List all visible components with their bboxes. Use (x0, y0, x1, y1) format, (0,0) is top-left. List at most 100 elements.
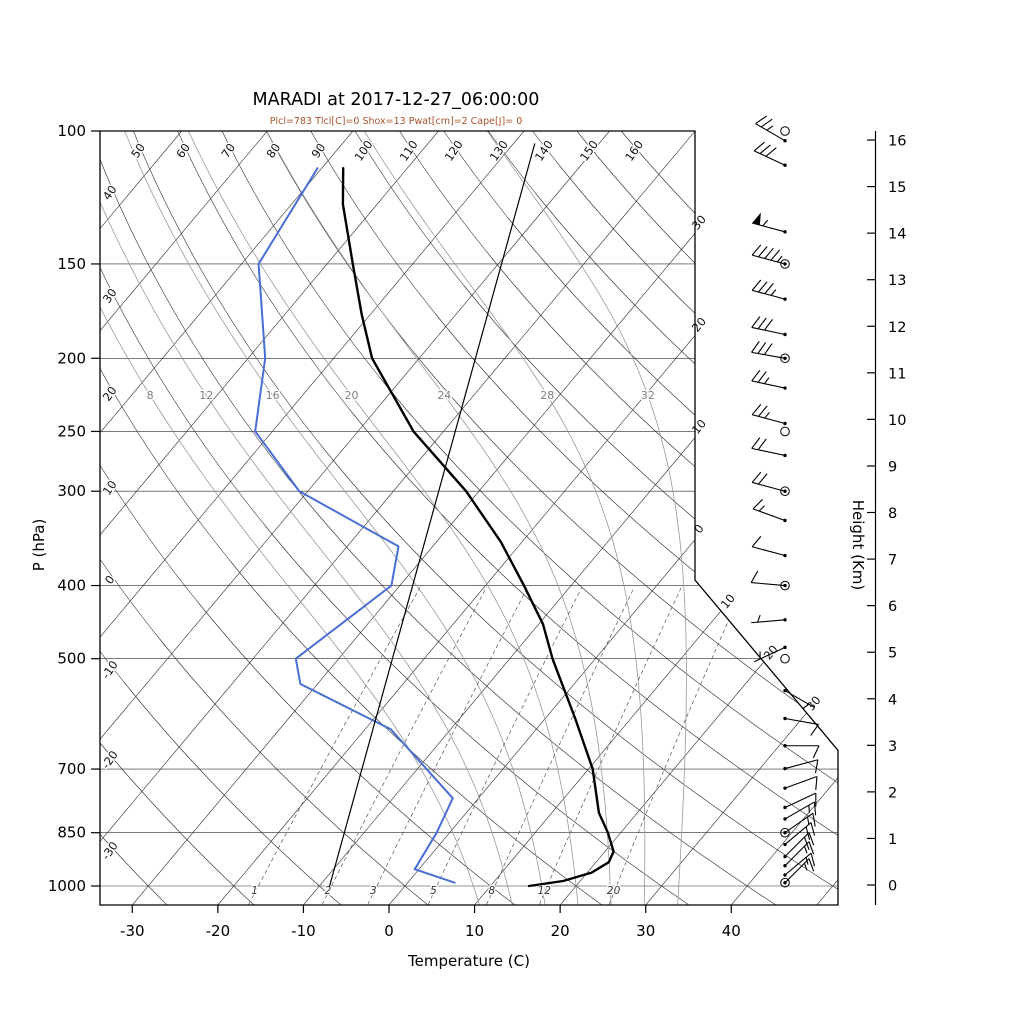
wind-barb (783, 792, 817, 810)
svg-text:140: 140 (532, 138, 556, 164)
svg-text:30: 30 (689, 212, 709, 232)
svg-text:-30: -30 (120, 922, 145, 940)
svg-text:100: 100 (57, 122, 86, 140)
temperature-trace (341, 166, 615, 888)
svg-text:1: 1 (251, 885, 258, 897)
svg-text:20: 20 (689, 314, 709, 334)
wind-level-circle (780, 426, 790, 437)
wind-barb (752, 212, 787, 234)
moist-adiabat-labels: 8 12 16 20 24 28 32 (145, 388, 656, 404)
x-axis-label: Temperature (C) (407, 952, 530, 970)
wind-barb (783, 776, 818, 791)
svg-text:13: 13 (888, 273, 906, 289)
svg-text:40: 40 (100, 183, 120, 203)
wind-barb (783, 841, 815, 868)
pressure-axis-label: P (hPa) (30, 519, 48, 572)
svg-text:12: 12 (538, 885, 552, 897)
svg-text:160: 160 (622, 138, 646, 164)
svg-text:200: 200 (57, 349, 86, 367)
chart-title: MARADI at 2017-12-27_06:00:00 (253, 90, 540, 110)
wind-barb (753, 645, 787, 663)
wind-barb (783, 716, 819, 736)
svg-text:500: 500 (57, 650, 86, 668)
wind-barb (751, 279, 787, 301)
svg-text:0: 0 (888, 879, 897, 895)
wind-level-circle (780, 353, 790, 364)
moist-adiabat-lines (100, 131, 687, 905)
chart-params-line: Plcl=783 Tlcl[C]=0 Shox=13 Pwat[cm]=2 Ca… (270, 116, 523, 127)
svg-text:120: 120 (442, 138, 466, 164)
svg-text:-10: -10 (99, 658, 121, 681)
svg-text:8: 8 (488, 885, 495, 897)
wind-barb (783, 759, 819, 774)
svg-text:9: 9 (888, 459, 897, 475)
svg-text:20: 20 (345, 389, 359, 402)
wind-level-circle (780, 486, 790, 497)
svg-text:12: 12 (888, 320, 906, 336)
svg-text:10: 10 (465, 922, 484, 940)
wind-barb (753, 141, 787, 167)
wind-barb (751, 471, 787, 493)
svg-text:300: 300 (57, 482, 86, 500)
dry-adiabat-top-labels: 50 60 70 80 90 100 110 120 130 140 150 160 (127, 136, 648, 165)
svg-text:150: 150 (577, 138, 601, 164)
svg-text:10: 10 (100, 478, 120, 498)
svg-text:30: 30 (100, 286, 120, 306)
svg-text:30: 30 (636, 922, 655, 940)
wind-barb (751, 244, 787, 266)
height-axis-label: Height (Km) (849, 500, 867, 591)
svg-text:14: 14 (888, 227, 906, 243)
wind-barb (751, 614, 787, 624)
svg-text:4: 4 (888, 692, 897, 708)
sounding-profiles (254, 143, 615, 888)
svg-text:10: 10 (888, 413, 906, 429)
wind-barb (752, 498, 787, 523)
svg-text:3: 3 (370, 885, 377, 897)
wind-barb (783, 812, 816, 835)
svg-text:0: 0 (384, 922, 394, 940)
svg-text:24: 24 (437, 389, 451, 402)
pressure-axis: 100 150 200 250 300 400 500 700 850 1000 (48, 122, 100, 895)
svg-text:6: 6 (888, 599, 897, 615)
wind-level-circle (780, 580, 790, 591)
svg-text:5: 5 (888, 646, 897, 662)
wind-level-circle (780, 259, 790, 269)
wind-barb (783, 744, 820, 759)
svg-text:16: 16 (888, 134, 906, 150)
svg-text:32: 32 (641, 389, 655, 402)
svg-text:20: 20 (551, 922, 570, 940)
svg-text:8: 8 (147, 389, 154, 402)
wind-barb (783, 688, 815, 710)
svg-text:20: 20 (100, 384, 120, 404)
svg-text:20: 20 (761, 642, 781, 662)
svg-text:-20: -20 (99, 748, 121, 771)
svg-text:1000: 1000 (48, 877, 86, 895)
svg-text:12: 12 (199, 389, 213, 402)
parcel-trace (329, 143, 536, 887)
svg-text:400: 400 (57, 577, 86, 595)
wind-level-circle (780, 126, 790, 136)
svg-text:-20: -20 (206, 922, 231, 940)
svg-text:28: 28 (540, 389, 554, 402)
svg-text:700: 700 (57, 760, 86, 778)
svg-text:150: 150 (57, 255, 86, 273)
wind-level-circle (780, 827, 790, 838)
wind-barb (751, 403, 787, 426)
dewpoint-trace (254, 167, 456, 884)
svg-text:0: 0 (691, 522, 706, 537)
svg-text:15: 15 (888, 180, 906, 196)
wind-level-circle (780, 877, 790, 888)
dry-adiabat-left-labels: 40 30 20 10 0 -10 -20 -30 (97, 181, 122, 863)
wind-barb-column (750, 115, 820, 888)
svg-text:-30: -30 (99, 839, 121, 862)
svg-text:5: 5 (430, 885, 437, 897)
svg-text:8: 8 (888, 506, 897, 522)
svg-text:100: 100 (352, 138, 376, 164)
wind-barb (750, 570, 787, 588)
svg-text:7: 7 (888, 553, 897, 569)
wind-level-circle (780, 653, 790, 664)
svg-text:90: 90 (309, 141, 329, 161)
wind-barb (751, 316, 787, 337)
